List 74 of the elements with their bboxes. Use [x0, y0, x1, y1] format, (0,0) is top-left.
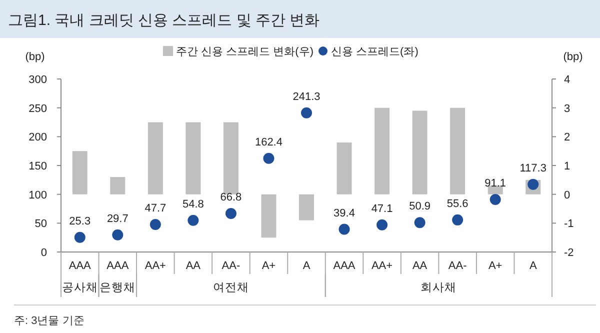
bar: [336, 142, 352, 194]
bar: [148, 122, 163, 194]
y2-tick-label: -2: [564, 247, 574, 259]
y-tick-label: 150: [28, 160, 47, 172]
point: [338, 224, 350, 235]
point: [188, 214, 199, 226]
text: 공사채: [62, 282, 98, 294]
bar: [488, 186, 503, 194]
data-label: 241.3: [292, 90, 320, 103]
data-label: 25.3: [69, 215, 91, 228]
x-tick-label: A+: [262, 260, 276, 272]
bar: [72, 151, 88, 194]
point: [225, 208, 236, 219]
data-label: 29.7: [106, 212, 128, 225]
y-tick-label: 200: [28, 132, 47, 144]
chart-title: 그림1. 국내 크레딧 신용 스프레드 및 주간 변화: [8, 12, 320, 29]
x-tick-label: AAA: [68, 260, 92, 272]
point: [263, 152, 274, 164]
y2-tick-label: -1: [564, 218, 574, 230]
y-tick-label: 300: [28, 74, 47, 86]
text: 주: 3년물 기준: [14, 315, 84, 327]
y-tick-label: 250: [28, 102, 47, 115]
bar: [374, 108, 390, 194]
data-label: 39.4: [334, 207, 355, 220]
data-label: 55.6: [446, 198, 468, 210]
y2-tick-label: 2: [564, 132, 570, 144]
bar: [299, 194, 314, 220]
text: 은행채: [100, 282, 136, 294]
legend-label: 신용 스프레드(좌): [331, 46, 418, 58]
bar: [186, 122, 201, 194]
data-label: 47.7: [144, 202, 166, 214]
bar: [450, 108, 466, 194]
bar: [223, 122, 238, 194]
x-tick-label: AA+: [144, 260, 166, 272]
point: [452, 214, 464, 226]
bar: [412, 110, 428, 194]
bar: [110, 177, 126, 194]
y-tick-label: 0: [40, 247, 47, 259]
y2-axis-title: (bp): [563, 51, 583, 63]
data-label: 54.8: [182, 198, 204, 210]
y2-tick-label: 3: [564, 102, 570, 115]
legend-label: 주간 신용 스프레드 변화(우): [176, 46, 314, 58]
point: [112, 229, 124, 240]
y2-tick-label: 1: [564, 160, 570, 172]
data-label: 50.9: [409, 200, 431, 213]
x-tick-label: AA: [412, 260, 428, 272]
x-tick-label: AA: [186, 260, 202, 272]
data-label: 162.4: [254, 136, 282, 148]
point: [414, 217, 426, 228]
y2-tick-label: 4: [564, 74, 570, 86]
data-label: 117.3: [520, 162, 546, 174]
x-tick-label: A+: [488, 260, 502, 272]
data-label: 91.1: [484, 177, 506, 190]
text: 여전채: [212, 282, 249, 294]
bar: [261, 194, 276, 238]
point: [74, 232, 86, 243]
y2-tick-label: 0: [564, 189, 570, 202]
x-tick-label: AA-: [222, 260, 240, 272]
point: [490, 194, 501, 205]
x-tick-label: A: [529, 260, 538, 272]
y-tick-label: 50: [34, 218, 47, 230]
x-tick-label: AA+: [371, 260, 393, 272]
data-label: 66.8: [220, 191, 242, 204]
x-tick-label: AAA: [106, 260, 130, 272]
y-axis-title: (bp): [25, 51, 45, 63]
x-tick-label: AA-: [448, 260, 468, 272]
point: [150, 218, 161, 230]
x-tick-label: A: [302, 260, 311, 272]
y-tick-label: 100: [28, 189, 47, 202]
text: 회사채: [420, 282, 457, 294]
data-label: 47.1: [371, 202, 393, 215]
point: [376, 219, 388, 230]
x-tick-label: AAA: [333, 260, 356, 272]
point: [301, 107, 312, 118]
